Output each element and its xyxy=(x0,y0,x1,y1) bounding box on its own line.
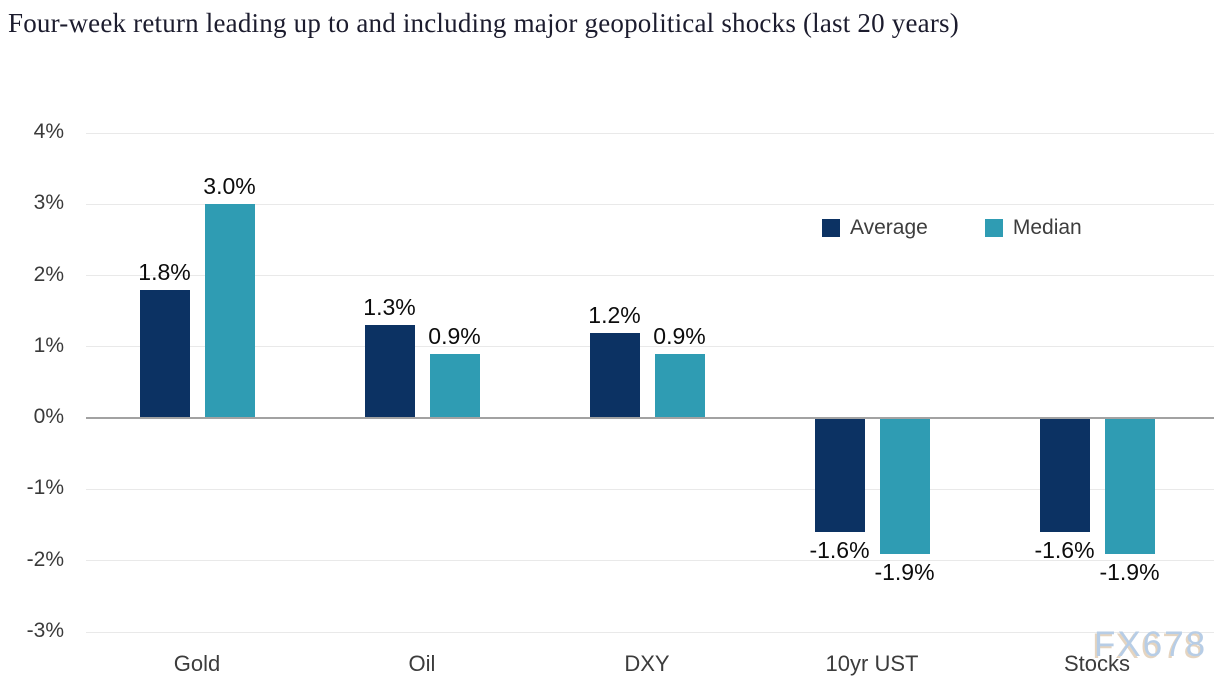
bar-value-label: -1.6% xyxy=(1034,537,1095,564)
chart-legend: Average Median xyxy=(822,216,1082,240)
gridline xyxy=(86,488,1214,490)
bar-value-label: 1.3% xyxy=(363,294,416,321)
y-tick-label: -2% xyxy=(26,547,64,571)
bar-median-stocks xyxy=(1104,418,1155,554)
bar-median-oil xyxy=(429,353,480,419)
gridline xyxy=(86,346,1214,348)
bar-average-stocks xyxy=(1039,418,1090,533)
y-tick-label: 0% xyxy=(33,405,64,429)
bar-value-label: -1.9% xyxy=(874,558,935,585)
bar-average-dxy xyxy=(589,332,640,419)
bar-value-label: 0.9% xyxy=(428,322,481,349)
y-tick-label: 1% xyxy=(33,333,64,357)
bar-value-label: 0.9% xyxy=(653,322,706,349)
y-tick-label: 3% xyxy=(33,191,64,215)
y-tick-label: 2% xyxy=(33,262,64,286)
bar-value-label: 1.2% xyxy=(588,301,641,328)
bar-average-gold xyxy=(139,289,190,419)
average-swatch-icon xyxy=(822,219,840,237)
watermark: FX678 xyxy=(1094,625,1208,664)
legend-item-average: Average xyxy=(822,216,928,240)
zero-axis-line xyxy=(86,417,1214,420)
gridline xyxy=(86,631,1214,633)
legend-label-average: Average xyxy=(850,216,928,239)
y-tick-label: -1% xyxy=(26,476,64,500)
x-axis-label-10yr-ust: 10yr UST xyxy=(825,651,919,676)
legend-item-median: Median xyxy=(984,216,1082,240)
bar-average-oil xyxy=(364,325,415,419)
bar-average-10yr-ust xyxy=(814,418,865,533)
x-axis-label-oil: Oil xyxy=(408,651,436,676)
bar-value-label: 3.0% xyxy=(203,173,256,200)
bar-value-label: 1.8% xyxy=(138,258,191,285)
gridline xyxy=(86,203,1214,205)
gridline xyxy=(86,560,1214,562)
x-axis-label-stocks: Stocks xyxy=(1063,651,1131,676)
x-axis-label-gold: Gold xyxy=(173,651,221,676)
bar-median-10yr-ust xyxy=(879,418,930,554)
bar-median-dxy xyxy=(654,353,705,419)
gridline xyxy=(86,132,1214,134)
gridline xyxy=(86,275,1214,277)
x-axis-label-dxy: DXY xyxy=(624,651,670,676)
y-tick-label: -3% xyxy=(26,619,64,642)
bar-median-gold xyxy=(204,204,255,419)
chart-title: Four-week return leading up to and inclu… xyxy=(8,8,959,38)
legend-label-median: Median xyxy=(1012,216,1082,239)
bar-value-label: -1.6% xyxy=(809,537,870,564)
bar-value-label: -1.9% xyxy=(1099,558,1160,585)
y-tick-label: 4% xyxy=(33,120,64,143)
median-swatch-icon xyxy=(984,219,1003,237)
